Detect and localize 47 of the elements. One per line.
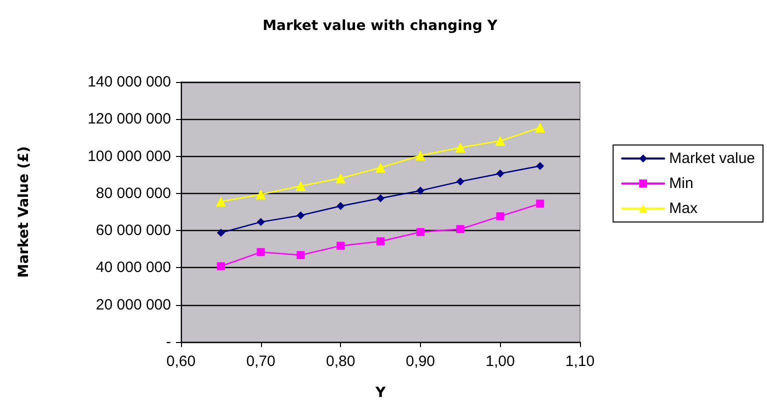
point (296, 251, 305, 260)
point (216, 262, 225, 270)
legend-label: Market value (669, 150, 756, 167)
y-tick-label: 140 000 000 (88, 74, 171, 90)
point (336, 242, 345, 250)
point (256, 248, 265, 256)
x-tick-label: 0,70 (246, 353, 276, 370)
x-tick-label: 1,00 (486, 353, 515, 370)
point (536, 162, 544, 170)
y-axis-title: Market Value (£) (16, 146, 32, 278)
legend-label: Max (669, 200, 698, 217)
point (296, 181, 306, 191)
y-tick-label: 120 000 000 (88, 110, 171, 128)
point (336, 173, 346, 184)
point (376, 237, 384, 246)
x-tick-label: 1,10 (565, 353, 595, 370)
point (496, 212, 504, 220)
point (456, 178, 464, 186)
point (216, 196, 226, 207)
point (376, 194, 384, 202)
x-tick-label: 0,80 (326, 353, 356, 370)
point (256, 218, 265, 226)
y-tick-label: 40 000 000 (96, 259, 171, 276)
y-tick-label: 60 000 000 (96, 222, 171, 240)
y-tick-label: 100 000 000 (88, 148, 171, 165)
point (415, 150, 426, 161)
point (456, 225, 464, 234)
point (296, 211, 305, 220)
point (416, 186, 424, 195)
chart-title: Market value with changing Y (262, 18, 498, 34)
point (495, 136, 506, 146)
point (536, 200, 544, 208)
point (256, 189, 266, 200)
y-tick-label: 80 000 000 (96, 184, 171, 202)
point (336, 202, 345, 210)
point (535, 122, 546, 132)
legend-label: Min (669, 175, 694, 192)
y-tick-label: - (166, 334, 171, 350)
point (455, 142, 466, 153)
x-tick-label: 0,60 (166, 353, 196, 370)
x-axis-title: Y (374, 385, 386, 401)
point (416, 228, 424, 236)
y-tick-label: 20 000 000 (96, 296, 171, 314)
point (496, 170, 504, 178)
point (376, 162, 386, 173)
point (216, 228, 225, 237)
x-tick-label: 0,90 (406, 353, 435, 370)
